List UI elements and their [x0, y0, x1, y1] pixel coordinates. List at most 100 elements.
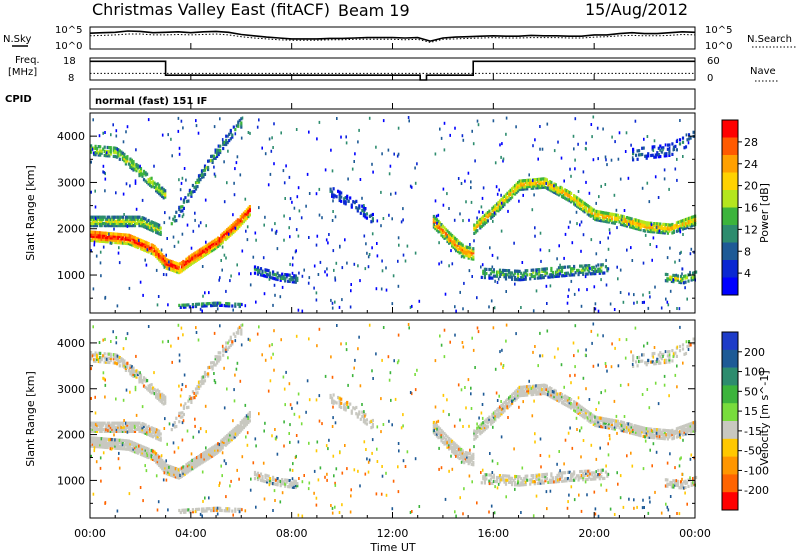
power-range-gate: [127, 125, 129, 128]
power-range-gate: [503, 158, 505, 161]
nsky-series-line: [90, 31, 695, 41]
power-range-gate: [599, 241, 601, 244]
velocity-range-gate: [372, 423, 374, 426]
power-range-gate: [623, 301, 625, 304]
power-range-gate: [191, 247, 193, 250]
power-range-gate: [119, 261, 121, 264]
power-range-gate: [270, 173, 272, 176]
power-range-gate: [538, 268, 540, 271]
velocity-range-gate: [331, 397, 333, 400]
velocity-range-gate: [493, 474, 495, 477]
nave-top-tick: 60: [707, 56, 720, 67]
power-range-gate: [654, 139, 656, 142]
power-range-gate: [178, 178, 180, 181]
velocity-range-gate: [160, 437, 162, 440]
power-range-gate: [497, 193, 499, 196]
power-range-gate: [589, 267, 591, 270]
power-range-gate: [626, 131, 628, 134]
power-range-gate: [686, 298, 688, 301]
power-range-gate: [679, 119, 681, 122]
power-range-gate: [647, 135, 649, 138]
power-range-gate: [455, 310, 457, 313]
power-range-gate: [200, 308, 202, 311]
power-range-gate: [559, 264, 561, 267]
power-range-gate: [302, 310, 304, 313]
power-range-gate: [103, 246, 105, 249]
power-range-gate: [636, 301, 638, 304]
date-label: 15/Aug/2012: [585, 0, 688, 19]
power-range-gate: [296, 277, 298, 280]
power-range-gate: [658, 196, 660, 199]
power-range-gate: [653, 149, 655, 152]
power-range-gate: [654, 286, 656, 289]
power-range-gate: [605, 183, 607, 186]
power-range-gate: [272, 304, 274, 307]
power-range-gate: [93, 152, 95, 155]
power-range-gate: [469, 269, 471, 272]
power-range-gate: [416, 162, 418, 165]
power-range-gate: [269, 278, 271, 281]
power-range-gate: [546, 178, 548, 181]
power-range-gate: [435, 199, 437, 202]
power-range-gate: [104, 171, 106, 174]
power-range-gate: [372, 171, 374, 174]
power-range-gate: [334, 301, 336, 304]
power-range-gate: [241, 137, 243, 140]
power-range-gate: [665, 143, 667, 146]
power-range-gate: [574, 167, 576, 170]
power-range-gate: [261, 270, 263, 273]
power-range-gate: [146, 173, 148, 176]
velocity-range-gate: [151, 383, 153, 386]
power-range-gate: [182, 177, 184, 180]
power-range-gate: [240, 121, 242, 124]
power-range-gate: [349, 196, 351, 199]
power-range-gate: [577, 143, 579, 146]
power-range-gate: [274, 294, 276, 297]
power-range-gate: [605, 156, 607, 159]
power-range-gate: [139, 165, 141, 168]
power-range-gate: [135, 148, 137, 151]
power-range-gate: [350, 283, 352, 286]
power-range-gate: [438, 262, 440, 265]
power-range-gate: [327, 241, 329, 244]
power-range-gate: [620, 291, 622, 294]
power-range-gate: [691, 248, 693, 251]
power-range-gate: [561, 157, 563, 160]
power-range-gate: [208, 291, 210, 294]
chart-title: Christmas Valley East (fitACF): [92, 0, 330, 19]
velocity-range-gate: [261, 475, 263, 478]
power-range-gate: [138, 239, 140, 242]
power-range-gate: [637, 158, 639, 161]
power-range-gate: [488, 210, 490, 213]
power-range-gate: [175, 211, 177, 214]
power-range-gate: [575, 117, 577, 120]
power-range-gate: [317, 235, 319, 238]
power-range-gate: [198, 303, 200, 306]
power-range-gate: [411, 305, 413, 308]
power-range-gate: [195, 119, 197, 122]
power-range-gate: [263, 256, 265, 259]
power-range-gate: [182, 233, 184, 236]
velocity-range-gate: [119, 364, 121, 367]
power-range-gate: [303, 269, 305, 272]
power-range-gate: [201, 310, 203, 313]
power-range-gate: [573, 265, 575, 268]
power-range-gate: [550, 284, 552, 287]
power-range-gate: [647, 152, 649, 155]
power-range-gate: [241, 303, 243, 306]
power-range-gate: [438, 241, 440, 244]
power-range-gate: [332, 199, 334, 202]
power-range-gate: [381, 288, 383, 291]
power-range-gate: [454, 127, 456, 130]
power-range-gate: [598, 310, 600, 313]
power-range-gate: [316, 291, 318, 294]
power-range-gate: [618, 158, 620, 161]
power-range-gate: [677, 274, 679, 277]
power-range-gate: [405, 260, 407, 263]
power-range-gate: [234, 193, 236, 196]
power-range-gate: [296, 128, 298, 131]
power-range-gate: [669, 247, 671, 250]
power-range-gate: [144, 259, 146, 262]
power-range-gate: [285, 164, 287, 167]
power-range-gate: [628, 293, 630, 296]
